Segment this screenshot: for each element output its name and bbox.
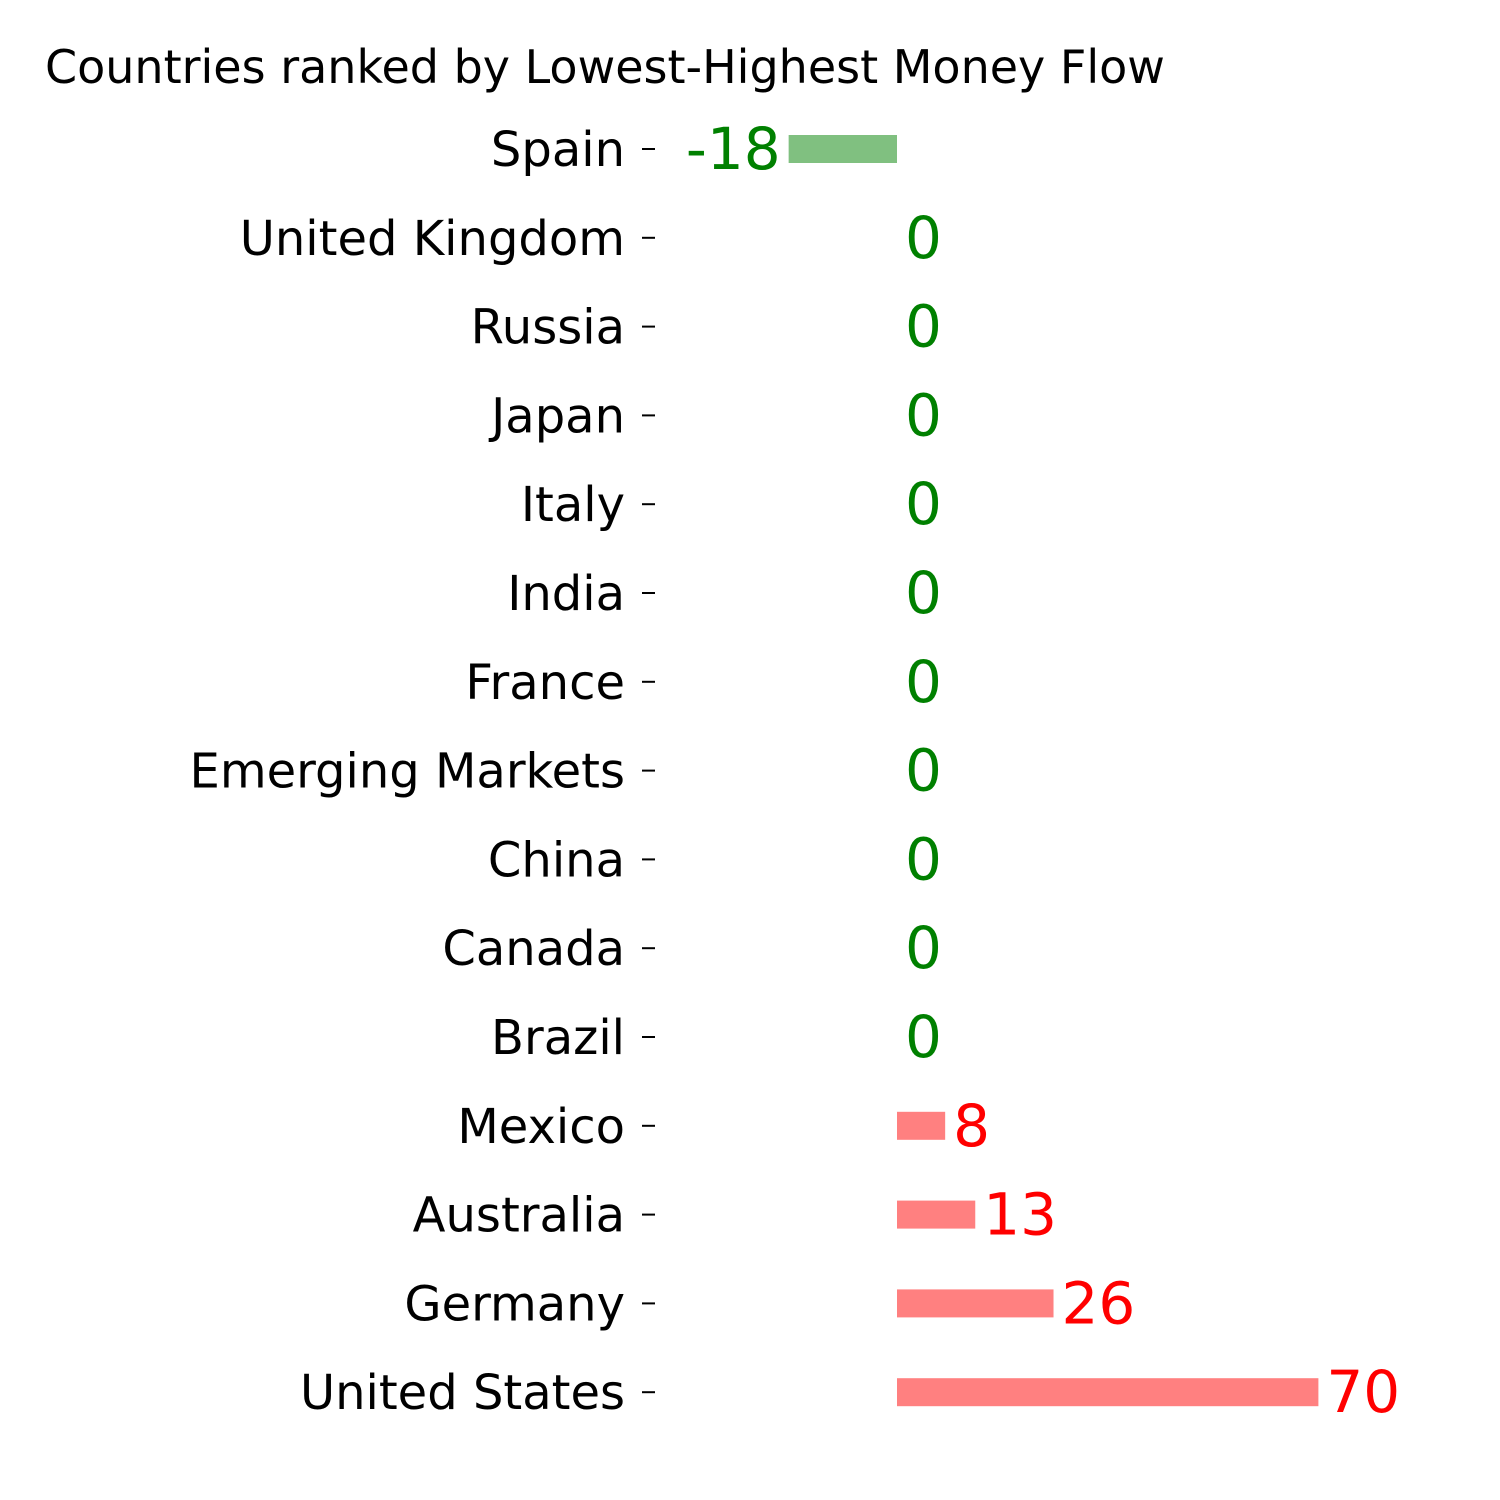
bar-united-states <box>897 1378 1319 1407</box>
data-label-china: 0 <box>905 825 942 893</box>
data-label-australia: 13 <box>983 1181 1057 1249</box>
data-label-united-kingdom: 0 <box>905 204 942 272</box>
bar-germany <box>897 1289 1054 1318</box>
data-label-russia: 0 <box>905 293 942 361</box>
y-axis: Spain United Kingdom Russia Japan Italy India… <box>190 122 655 1421</box>
data-label-brazil: 0 <box>905 1003 942 1071</box>
bar-australia <box>897 1200 976 1229</box>
data-label-canada: 0 <box>905 914 942 982</box>
y-tick-label-russia: Russia <box>471 300 625 356</box>
data-label-france: 0 <box>905 648 942 716</box>
bars <box>788 135 1319 1407</box>
y-tick-label-mexico: Mexico <box>457 1099 625 1155</box>
data-label-united-states: 70 <box>1326 1358 1400 1426</box>
y-tick-label-united-states: United States <box>300 1365 625 1421</box>
data-label-spain: -18 <box>686 115 781 183</box>
y-tick-label-canada: Canada <box>442 921 625 977</box>
y-tick-label-china: China <box>488 832 625 888</box>
y-tick-label-italy: Italy <box>521 477 625 533</box>
y-tick-label-emerging-markets: Emerging Markets <box>190 744 625 800</box>
y-tick-label-united-kingdom: United Kingdom <box>240 211 625 267</box>
y-tick-label-japan: Japan <box>488 388 625 444</box>
data-label-italy: 0 <box>905 470 942 538</box>
y-tick-label-germany: Germany <box>404 1276 625 1332</box>
bar-spain <box>788 135 897 163</box>
chart-title: Countries ranked by Lowest-Highest Money… <box>45 40 1165 94</box>
y-tick-label-australia: Australia <box>413 1188 625 1244</box>
y-tick-label-brazil: Brazil <box>491 1010 625 1066</box>
data-label-mexico: 8 <box>953 1092 990 1160</box>
y-tick-label-india: India <box>507 566 625 622</box>
bar-mexico <box>897 1111 946 1140</box>
data-label-germany: 26 <box>1062 1269 1136 1337</box>
y-tick-label-spain: Spain <box>491 122 625 178</box>
y-tick-label-france: France <box>465 655 625 711</box>
data-label-emerging-markets: 0 <box>905 737 942 805</box>
data-label-india: 0 <box>905 559 942 627</box>
data-label-japan: 0 <box>905 381 942 449</box>
